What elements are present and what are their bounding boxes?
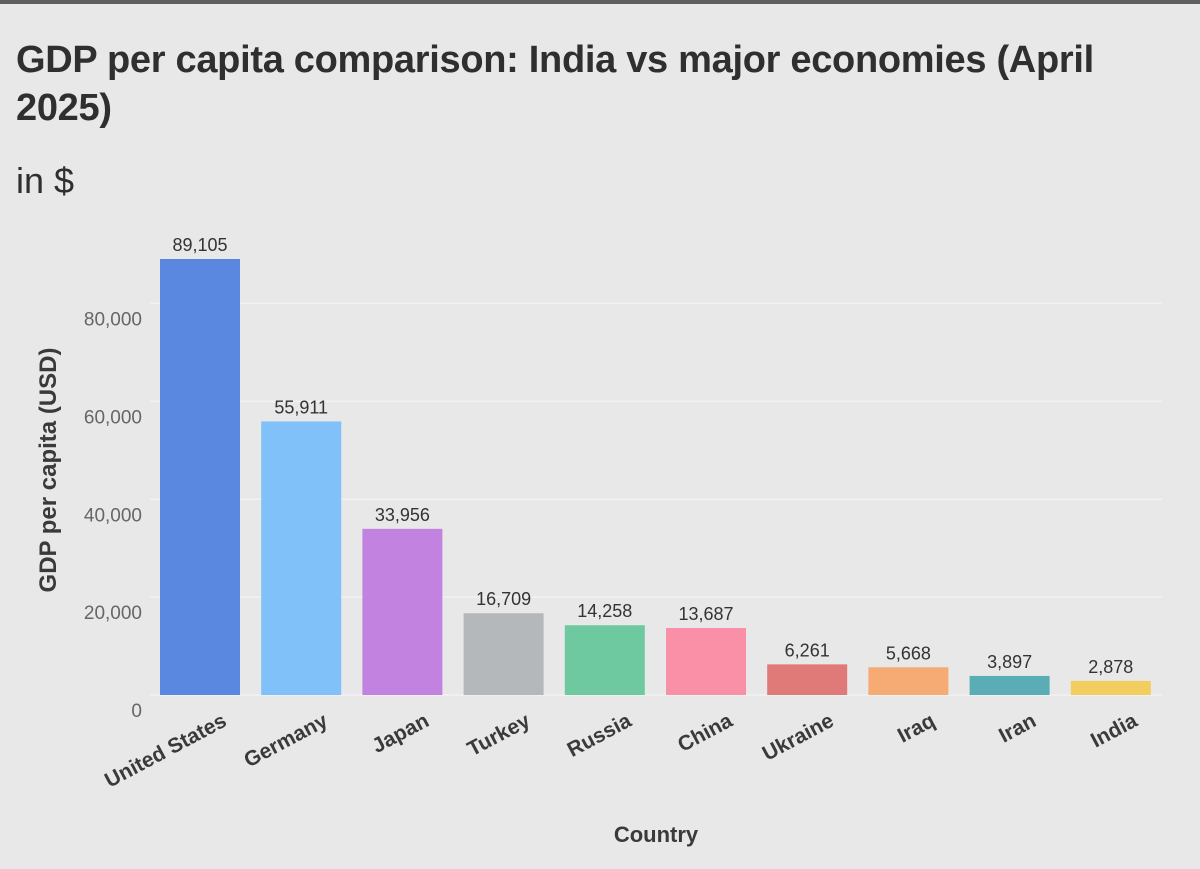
data-label: 89,105: [172, 235, 227, 255]
data-label: 3,897: [987, 652, 1032, 672]
x-tick-label: Russia: [564, 709, 636, 762]
top-border: [0, 0, 1200, 4]
bar-ukraine: [767, 664, 848, 695]
y-tick-label: 40,000: [84, 505, 142, 526]
bar-india: [1070, 680, 1151, 695]
bar-iran: [969, 675, 1050, 695]
x-axis-title: Country: [614, 822, 699, 847]
data-label: 13,687: [678, 604, 733, 624]
x-tick-label: United States: [101, 709, 230, 792]
data-label: 16,709: [476, 589, 531, 609]
x-tick-label: Turkey: [464, 709, 535, 761]
data-label: 33,956: [375, 505, 430, 525]
y-tick-label: 20,000: [84, 603, 142, 624]
chart-title: GDP per capita comparison: India vs majo…: [16, 39, 1094, 129]
data-label: 2,878: [1088, 657, 1133, 677]
bar-iraq: [868, 667, 949, 695]
chart-subtitle: in $: [16, 160, 75, 201]
x-tick-label: Iran: [995, 709, 1040, 747]
bar-russia: [564, 625, 645, 695]
data-label: 5,668: [886, 643, 931, 663]
bar-germany: [261, 421, 342, 695]
x-tick-label: India: [1087, 709, 1141, 752]
y-axis-title: GDP per capita (USD): [35, 348, 62, 593]
x-tick-label: China: [674, 709, 737, 757]
x-tick-label: Germany: [240, 709, 331, 772]
x-tick-label: Iraq: [894, 709, 939, 747]
x-tick-label: Ukraine: [759, 709, 838, 765]
bar-japan: [362, 528, 443, 695]
bar-china: [666, 628, 746, 695]
bar-turkey: [463, 613, 544, 695]
y-tick-label: 0: [131, 701, 142, 722]
data-label: 14,258: [577, 601, 632, 621]
y-tick-label: 80,000: [84, 310, 142, 331]
data-label: 55,911: [274, 397, 328, 417]
bar-united-states: [160, 259, 240, 695]
data-label: 6,261: [785, 640, 830, 660]
y-tick-label: 60,000: [84, 407, 142, 428]
x-tick-label: Japan: [368, 709, 432, 758]
